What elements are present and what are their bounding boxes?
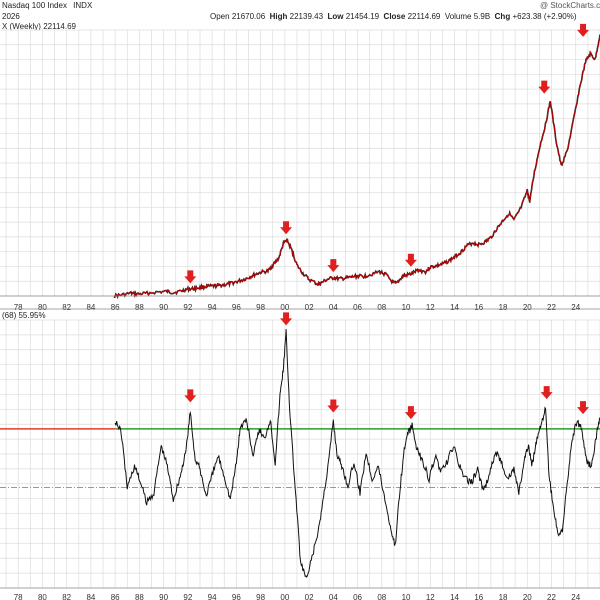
reference-lines [0, 428, 600, 488]
x-tick-label-lower: 04 [329, 593, 338, 600]
x-tick-label-lower: 86 [111, 593, 120, 600]
x-tick-label-lower: 84 [86, 593, 95, 600]
high-label: High [269, 12, 288, 21]
header-title: Nasdaq 100 Index INDX [2, 1, 92, 10]
exchange-label: INDX [73, 1, 93, 10]
open-value: 21670.06 [231, 12, 266, 21]
x-tick-label-lower: 22 [547, 593, 556, 600]
x-tick-label-upper: 10 [402, 303, 411, 312]
indicator-line [114, 329, 600, 578]
x-tick-label-upper: 98 [256, 303, 265, 312]
lower-signal-arrow [577, 401, 590, 415]
x-tick-label-upper: 20 [523, 303, 532, 312]
x-tick-label-lower: 78 [14, 593, 23, 600]
x-tick-label-upper: 80 [38, 303, 47, 312]
x-tick-label-upper: 04 [329, 303, 338, 312]
x-tick-label-upper: 94 [208, 303, 217, 312]
lower-signal-arrow [327, 399, 340, 413]
x-tick-label-lower: 90 [159, 593, 168, 600]
ohlc-bar: Open 21670.06 High 22139.43 Low 21454.19… [210, 12, 577, 21]
x-tick-label-upper: 06 [353, 303, 362, 312]
chg-label: Chg [494, 12, 511, 21]
x-tick-label-upper: 86 [111, 303, 120, 312]
x-tick-label-lower: 96 [232, 593, 241, 600]
volume-label: Volume [444, 12, 472, 21]
high-value: 22139.43 [289, 12, 324, 21]
x-tick-label-lower: 98 [256, 593, 265, 600]
lower-grid [0, 319, 600, 589]
close-value: 22114.69 [407, 12, 441, 21]
x-tick-label-lower: 12 [426, 593, 435, 600]
nasdaq-price-line [113, 34, 600, 299]
watermark: @ StockCharts.com [540, 1, 600, 10]
x-tick-label-upper: 22 [547, 303, 556, 312]
x-tick-label-lower: 08 [377, 593, 386, 600]
series-layer [113, 34, 600, 578]
date-text: 2026 [2, 12, 20, 21]
x-tick-label-lower: 02 [305, 593, 314, 600]
upper-signal-arrow [538, 80, 551, 94]
x-tick-label-upper: 14 [450, 303, 459, 312]
x-tick-label-lower: 88 [135, 593, 144, 600]
x-tick-label-upper: 78 [14, 303, 23, 312]
x-tick-label-upper: 96 [232, 303, 241, 312]
x-tick-label-upper: 92 [183, 303, 192, 312]
index-name: Nasdaq 100 Index [2, 1, 67, 10]
lower-signal-arrow [540, 386, 553, 400]
x-tick-label-lower: 10 [402, 593, 411, 600]
upper-legend-text: X (Weekly) 22114.69 [2, 22, 76, 31]
lower-signal-arrow [184, 389, 197, 403]
x-tick-label-lower: 06 [353, 593, 362, 600]
x-tick-label-lower: 80 [38, 593, 47, 600]
x-tick-label-upper: 88 [135, 303, 144, 312]
x-tick-label-lower: 00 [280, 593, 289, 600]
lower-signal-arrow [404, 406, 417, 420]
x-tick-label-upper: 84 [86, 303, 95, 312]
x-tick-label-lower: 94 [208, 593, 217, 600]
upper-signal-arrow [577, 23, 590, 37]
upper-signal-arrow [184, 270, 197, 284]
x-tick-label-upper: 00 [280, 303, 289, 312]
upper-signal-arrow [404, 253, 417, 267]
x-tick-label-lower: 82 [62, 593, 71, 600]
upper-grid [0, 29, 600, 297]
watermark-text: @ StockCharts.com [540, 1, 600, 10]
date-fragment: 2026 [2, 12, 20, 21]
x-tick-label-lower: 92 [183, 593, 192, 600]
x-tick-label-upper: 18 [499, 303, 508, 312]
x-tick-label-lower: 20 [523, 593, 532, 600]
lower-signal-arrow [280, 312, 293, 326]
upper-signal-arrow [327, 259, 340, 273]
low-value: 21454.19 [345, 12, 380, 21]
low-label: Low [327, 12, 344, 21]
x-tick-label-upper: 12 [426, 303, 435, 312]
x-tick-label-upper: 08 [377, 303, 386, 312]
x-tick-label-upper: 24 [571, 303, 580, 312]
x-tick-label-upper: 90 [159, 303, 168, 312]
x-tick-label-lower: 14 [450, 593, 459, 600]
panel-frames [0, 295, 600, 589]
signal-arrows [184, 23, 590, 420]
x-tick-label-upper: 82 [62, 303, 71, 312]
x-tick-label-upper: 16 [474, 303, 483, 312]
upper-signal-arrow [280, 221, 293, 235]
lower-legend: (68) 55.95% [2, 311, 46, 320]
lower-legend-text: (68) 55.95% [2, 311, 46, 320]
x-tick-label-lower: 18 [499, 593, 508, 600]
x-tick-label-lower: 24 [571, 593, 580, 600]
x-axis-ticks: 78 78 80 80 82 82 84 84 86 86 88 88 90 90 92 92 94 94 96 96… [14, 303, 581, 600]
open-label: Open [210, 12, 230, 21]
volume-value: 5.9B [473, 12, 491, 21]
x-tick-label-lower: 16 [474, 593, 483, 600]
x-tick-label-upper: 02 [305, 303, 314, 312]
upper-legend: X (Weekly) 22114.69 [2, 22, 76, 31]
chg-value: +623.38 (+2.90%) [512, 12, 577, 21]
close-label: Close [383, 12, 406, 21]
